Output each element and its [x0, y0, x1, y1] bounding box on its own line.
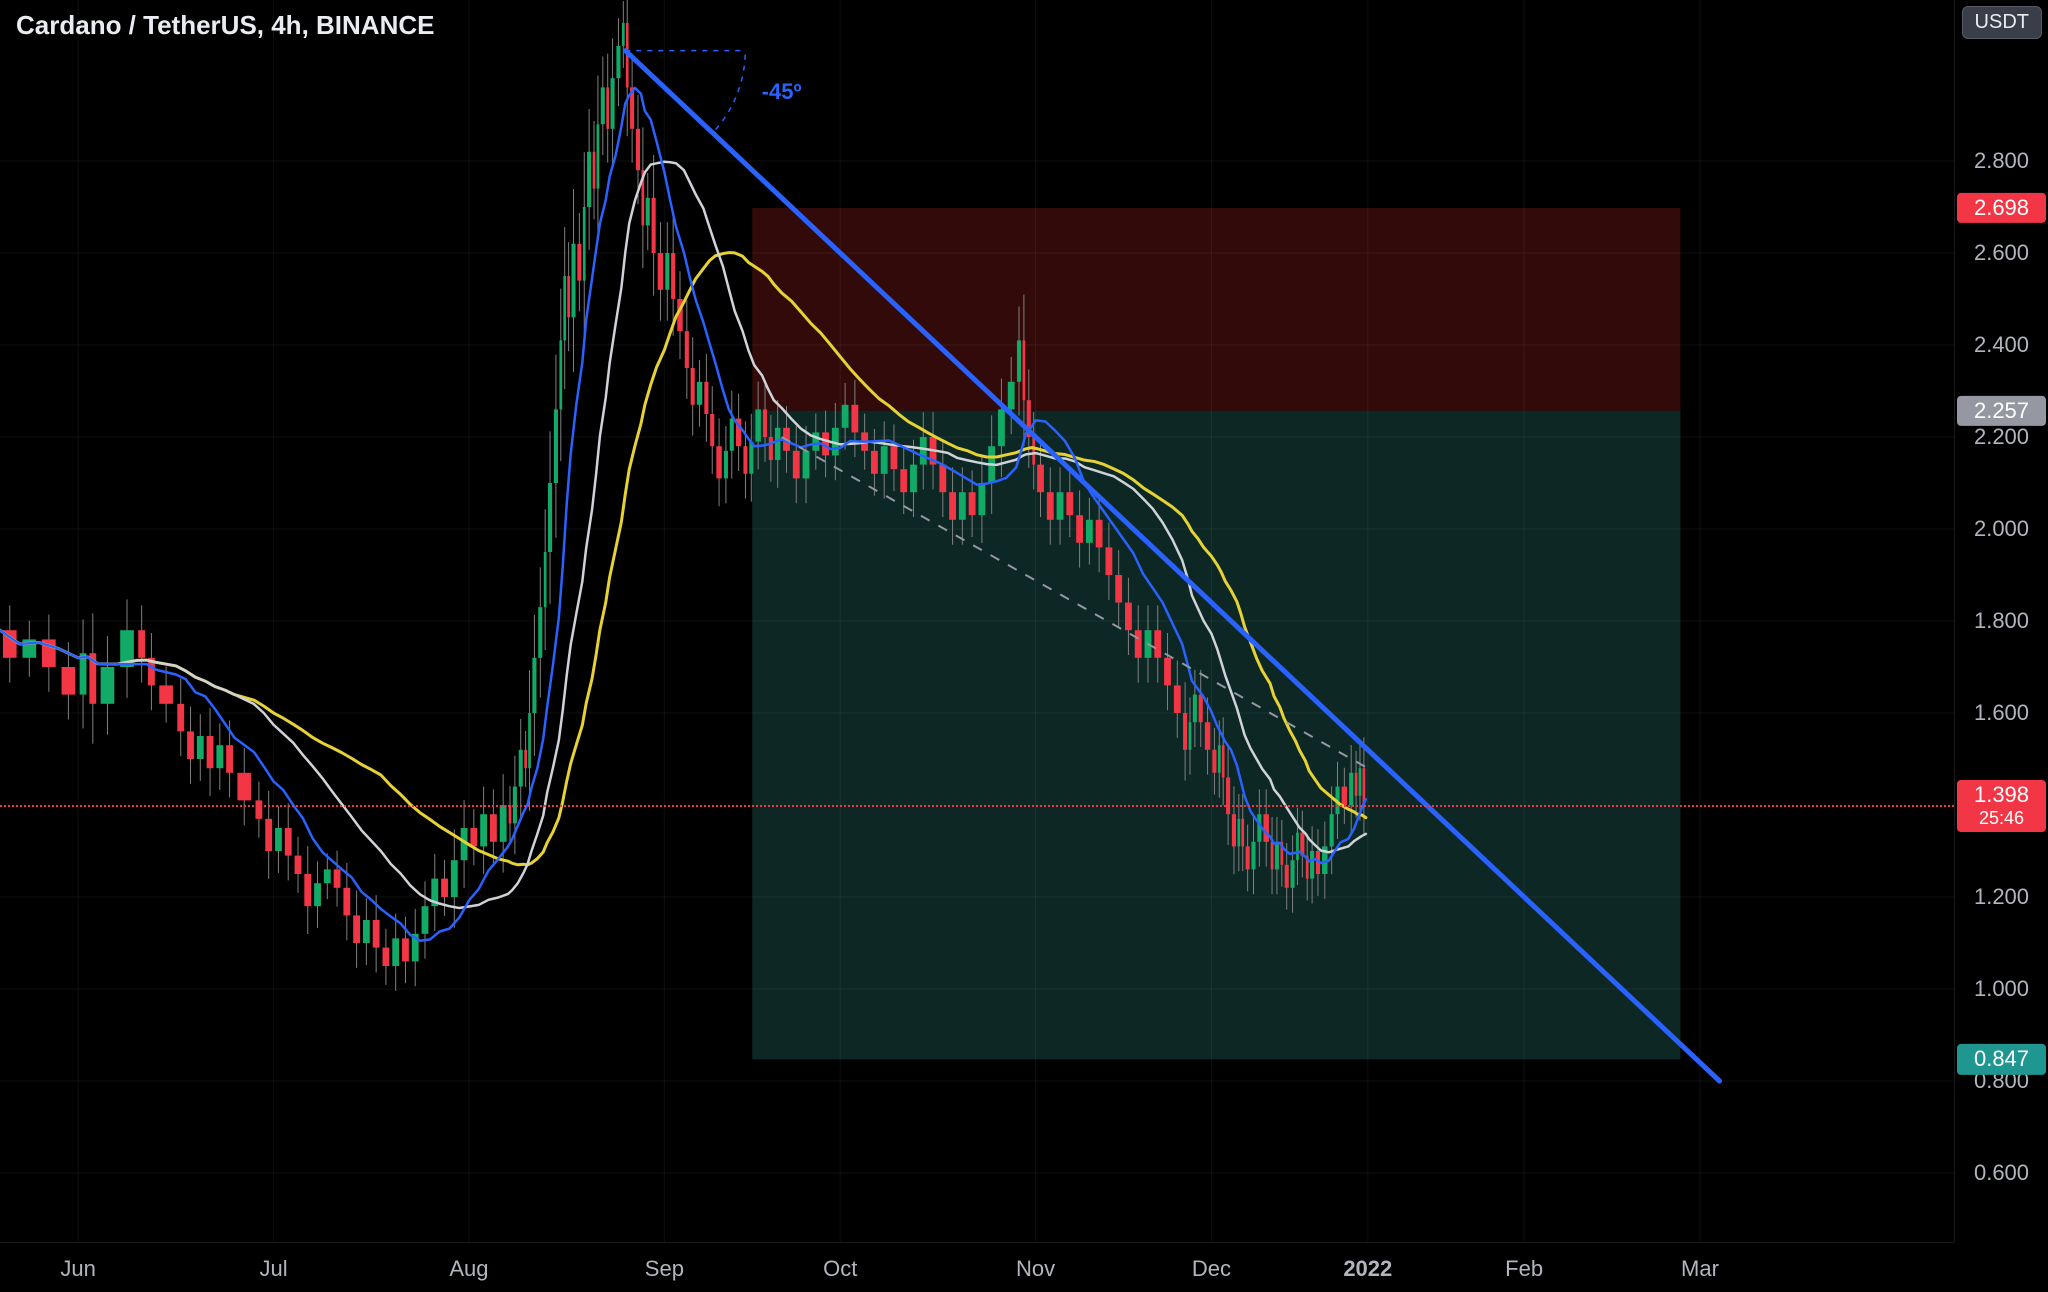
price-tag: 2.257 [1957, 396, 2046, 426]
time-tick: Sep [645, 1256, 684, 1282]
time-tick: Aug [449, 1256, 488, 1282]
time-axis[interactable]: Jun Jul Aug Sep Oct Nov Dec 2022 Feb Mar [0, 1242, 1954, 1292]
time-tick: Jun [60, 1256, 95, 1282]
price-tick: 2.200 [1955, 426, 2048, 448]
time-tick: Jul [259, 1256, 287, 1282]
price-tick: 1.000 [1955, 978, 2048, 1000]
price-tag: 2.698 [1957, 193, 2046, 223]
time-tick: Mar [1681, 1256, 1719, 1282]
time-tick: Feb [1505, 1256, 1543, 1282]
time-tick: Oct [823, 1256, 857, 1282]
chart-plot-area[interactable]: -45º [0, 0, 1954, 1242]
price-axis[interactable]: USDT 2.800 2.600 2.400 2.200 2.000 1.800 1.600… [1954, 0, 2048, 1242]
layer-drawings [0, 0, 1954, 1242]
time-tick: Dec [1192, 1256, 1231, 1282]
chart-title: Cardano / TetherUS, 4h, BINANCE [16, 10, 434, 41]
price-tick: 1.200 [1955, 886, 2048, 908]
current-price-line [0, 805, 1954, 807]
trendline-angle-label: -45º [762, 79, 802, 105]
chart-stage: -45º Cardano / TetherUS, 4h, BINANCE USD… [0, 0, 2048, 1292]
price-tick: 2.400 [1955, 334, 2048, 356]
price-tick: 1.600 [1955, 702, 2048, 724]
price-tick: 2.800 [1955, 150, 2048, 172]
price-tag: 0.847 [1957, 1044, 2046, 1074]
price-tick: 0.600 [1955, 1162, 2048, 1184]
time-tick: Nov [1016, 1256, 1055, 1282]
price-tag: 1.39825:46 [1957, 780, 2046, 832]
price-tick: 2.000 [1955, 518, 2048, 540]
price-unit-badge: USDT [1962, 6, 2042, 39]
time-tick: 2022 [1343, 1256, 1392, 1282]
price-tag-countdown: 25:46 [1963, 809, 2040, 829]
price-tick: 2.600 [1955, 242, 2048, 264]
price-tick: 1.800 [1955, 610, 2048, 632]
